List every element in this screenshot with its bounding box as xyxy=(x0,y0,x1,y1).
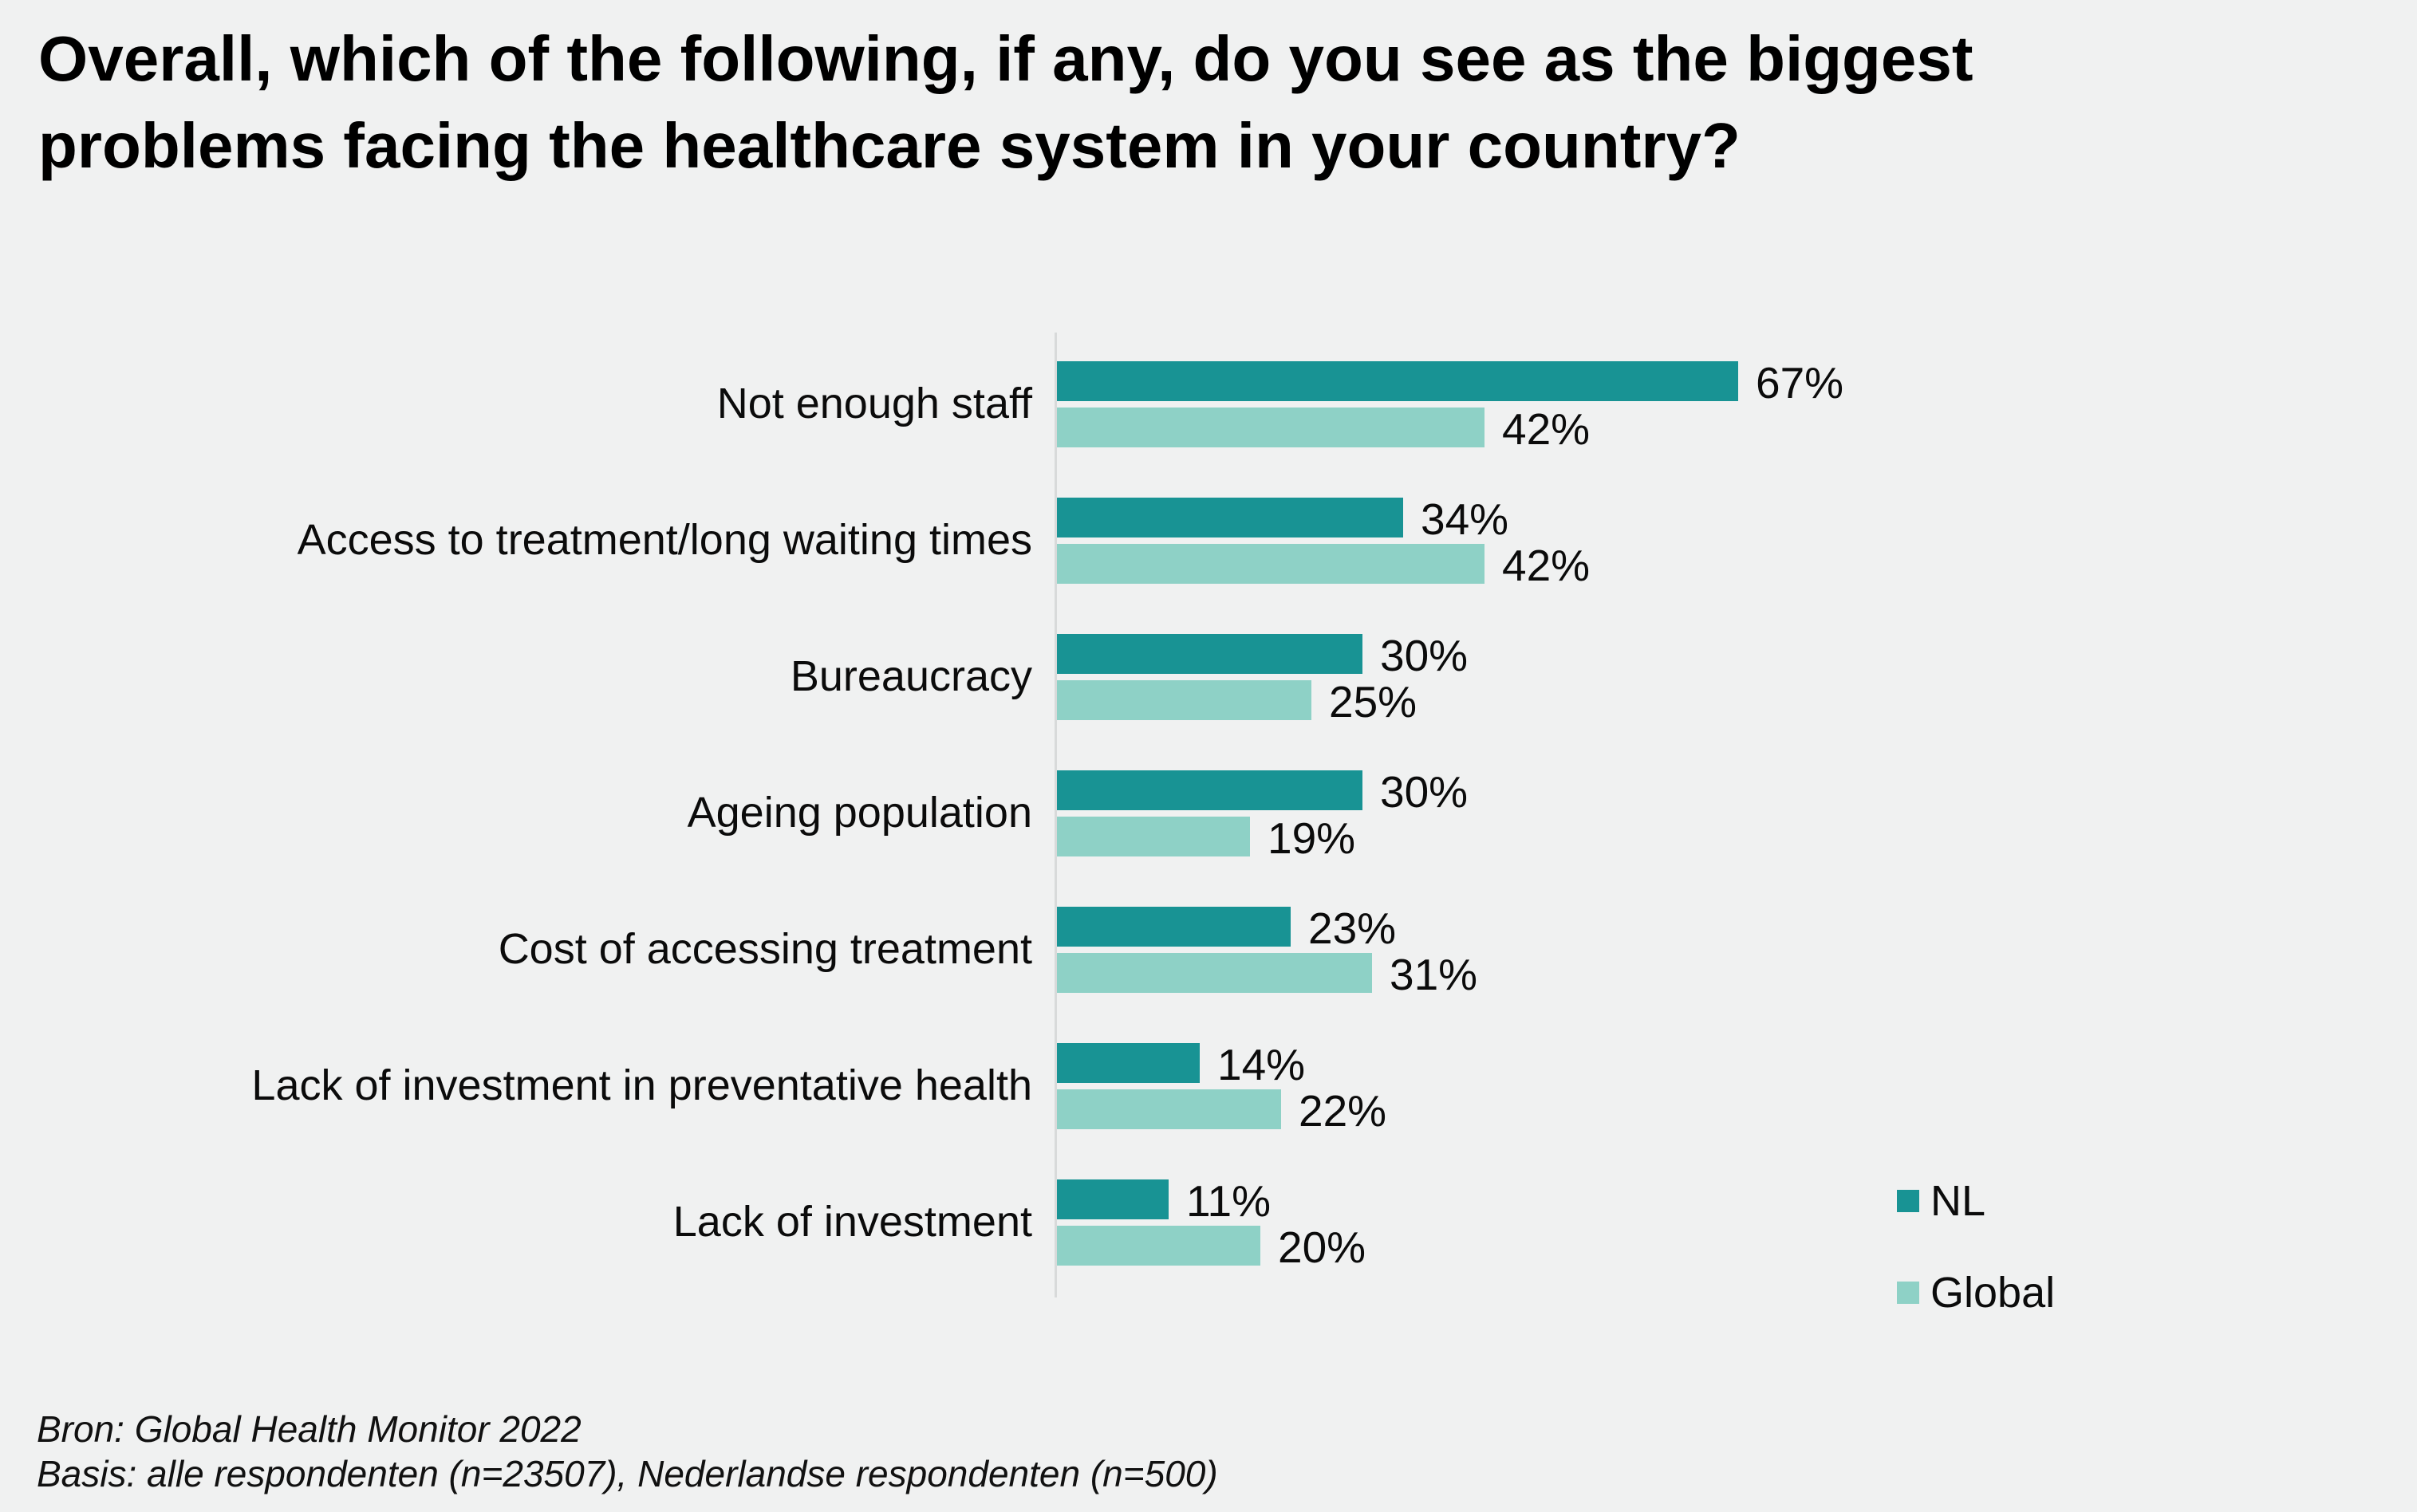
value-label-nl: 34% xyxy=(1421,494,1509,544)
value-label-nl: 30% xyxy=(1380,767,1469,817)
legend-label: Global xyxy=(1930,1269,2056,1317)
value-label-global: 42% xyxy=(1502,541,1591,590)
category-label: Not enough staff xyxy=(716,380,1032,428)
value-label-nl: 30% xyxy=(1380,631,1469,680)
category-label: Lack of investment xyxy=(672,1198,1032,1246)
value-label-global: 25% xyxy=(1329,677,1417,726)
category-label: Cost of accessing treatment xyxy=(498,925,1032,974)
bar-global xyxy=(1057,1226,1260,1266)
chart-title: Overall, which of the following, if any,… xyxy=(38,23,1973,181)
bar-global xyxy=(1057,817,1250,856)
category-label: Lack of investment in preventative healt… xyxy=(251,1061,1032,1110)
legend-item-nl: NL xyxy=(1897,1177,1986,1225)
value-label-global: 20% xyxy=(1278,1223,1366,1272)
value-label-global: 42% xyxy=(1502,404,1591,454)
basis-line: Basis: alle respondenten (n=23507), Nede… xyxy=(37,1453,1218,1495)
legend-swatch-global xyxy=(1897,1282,1919,1304)
value-label-nl: 67% xyxy=(1756,358,1844,408)
y-axis-line xyxy=(1055,333,1057,1297)
category-label: Ageing population xyxy=(687,789,1032,837)
category-label: Access to treatment/long waiting times xyxy=(297,516,1032,565)
bar-global xyxy=(1057,953,1372,993)
bar-nl xyxy=(1057,498,1403,537)
bar-global xyxy=(1057,408,1485,447)
value-label-nl: 14% xyxy=(1217,1040,1306,1089)
source-note: Bron: Global Health Monitor 2022 Basis: … xyxy=(37,1407,1218,1496)
bar-nl xyxy=(1057,361,1738,401)
legend-swatch-nl xyxy=(1897,1190,1919,1212)
value-label-global: 22% xyxy=(1299,1086,1387,1136)
legend-item-global: Global xyxy=(1897,1269,2056,1317)
bar-nl xyxy=(1057,907,1291,947)
bar-nl xyxy=(1057,634,1362,674)
legend-label: NL xyxy=(1930,1177,1986,1225)
bar-nl xyxy=(1057,1043,1200,1083)
value-label-nl: 11% xyxy=(1186,1176,1271,1226)
bar-nl xyxy=(1057,1179,1169,1219)
bar-global xyxy=(1057,1089,1281,1129)
bar-global xyxy=(1057,680,1311,720)
bar-nl xyxy=(1057,770,1362,810)
value-label-nl: 23% xyxy=(1308,904,1397,953)
bar-global xyxy=(1057,544,1485,584)
category-label: Bureaucracy xyxy=(790,652,1032,701)
value-label-global: 19% xyxy=(1268,813,1356,863)
source-line: Bron: Global Health Monitor 2022 xyxy=(37,1408,582,1450)
value-label-global: 31% xyxy=(1390,950,1478,999)
